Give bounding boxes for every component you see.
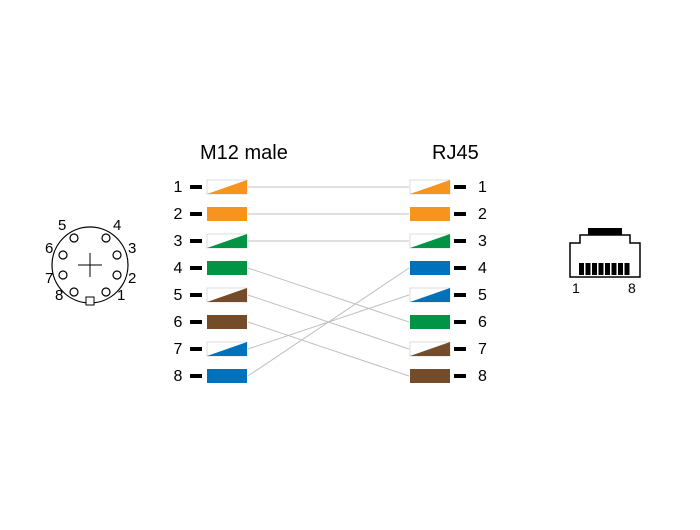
right-pin-number: 6	[478, 314, 487, 331]
diagram-svg: 12345678 18 12345678 12345678	[0, 0, 700, 530]
m12-pin-label: 1	[117, 287, 125, 304]
left-pin-number: 7	[174, 341, 183, 358]
svg-text:1: 1	[572, 280, 580, 296]
right-pin-number: 4	[478, 260, 487, 277]
right-pin-column: 1 2 3 4 5 6 7 8	[410, 179, 487, 385]
left-pin-number: 8	[174, 368, 183, 385]
m12-pin-label: 4	[113, 217, 121, 234]
right-pin-number: 8	[478, 368, 487, 385]
left-pin-number: 4	[174, 260, 183, 277]
m12-connector-icon: 12 34 56 78	[45, 217, 136, 305]
svg-text:8: 8	[628, 280, 636, 296]
left-pin-number: 3	[174, 233, 183, 250]
m12-pin-label: 3	[128, 240, 136, 257]
left-pin-number: 6	[174, 314, 183, 331]
left-pin-column: 1 2 3 4 5 6 7 8	[174, 179, 247, 385]
right-pin-number: 1	[478, 179, 487, 196]
m12-pin-label: 2	[128, 270, 136, 287]
right-pin-number: 3	[478, 233, 487, 250]
right-pin-number: 7	[478, 341, 487, 358]
wire-crossover-lines	[248, 187, 409, 376]
m12-pin-label: 7	[45, 270, 53, 287]
diagram-container: M12 male RJ45 12345678 18 12345678 12345…	[0, 0, 700, 530]
left-pin-number: 2	[174, 206, 183, 223]
m12-pin-label: 8	[55, 287, 63, 304]
left-pin-number: 5	[174, 287, 183, 304]
right-pin-number: 2	[478, 206, 487, 223]
m12-pin-label: 5	[58, 217, 66, 234]
rj45-connector-icon: 18	[570, 228, 640, 296]
m12-pin-label: 6	[45, 240, 53, 257]
right-pin-number: 5	[478, 287, 487, 304]
left-pin-number: 1	[174, 179, 183, 196]
